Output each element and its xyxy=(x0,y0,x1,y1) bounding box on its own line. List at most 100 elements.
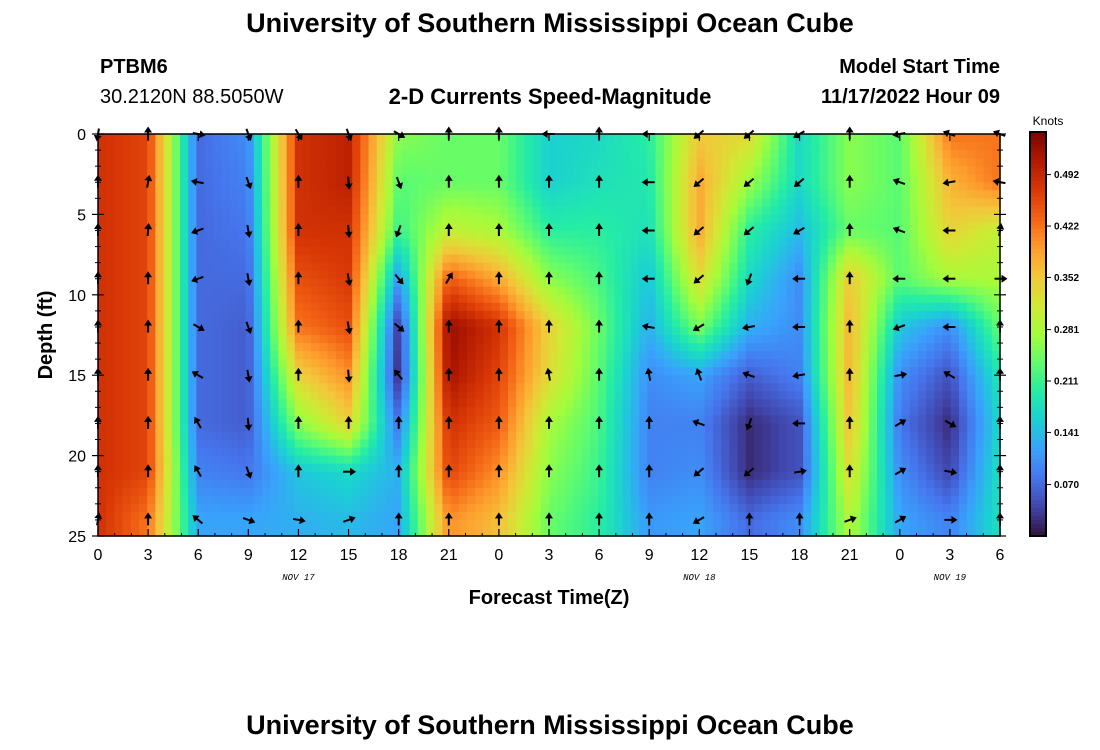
heatmap-cell xyxy=(147,479,156,489)
heatmap-cell xyxy=(221,238,230,248)
heatmap-cell xyxy=(852,359,862,368)
heatmap-cell xyxy=(147,391,156,400)
heatmap-cell xyxy=(803,174,812,183)
heatmap-cell xyxy=(401,431,411,441)
heatmap-cell xyxy=(352,471,361,481)
heatmap-cell xyxy=(491,407,501,416)
heatmap-cell xyxy=(122,367,132,376)
heatmap-cell xyxy=(565,359,575,368)
heatmap-cell xyxy=(631,519,640,529)
heatmap-cell xyxy=(516,278,525,288)
heatmap-cell xyxy=(491,230,501,240)
heatmap-cell xyxy=(573,463,583,473)
heatmap-cell xyxy=(885,318,894,328)
heatmap-cell xyxy=(581,198,591,207)
heatmap-cell xyxy=(253,158,263,167)
heatmap-cell xyxy=(721,431,730,441)
heatmap-cell xyxy=(778,487,788,497)
heatmap-cell xyxy=(622,222,632,232)
heatmap-cell xyxy=(729,479,739,489)
heatmap-cell xyxy=(819,335,829,344)
heatmap-cell xyxy=(130,367,140,376)
heatmap-cell xyxy=(663,447,673,457)
heatmap-cell xyxy=(573,182,583,191)
heatmap-cell xyxy=(885,214,894,224)
heatmap-cell xyxy=(540,294,550,304)
heatmap-cell xyxy=(598,455,607,465)
heatmap-cell xyxy=(294,407,304,416)
heatmap-cell xyxy=(631,399,640,408)
heatmap-cell xyxy=(901,479,911,489)
heatmap-cell xyxy=(819,246,829,256)
heatmap-cell xyxy=(631,286,640,296)
heatmap-cell xyxy=(303,190,312,199)
heatmap-cell xyxy=(467,391,476,400)
heatmap-cell xyxy=(827,471,837,481)
heatmap-cell xyxy=(688,431,698,441)
heatmap-cell xyxy=(196,511,206,521)
heatmap-cell xyxy=(844,302,853,312)
heatmap-cell xyxy=(376,166,386,175)
heatmap-cell xyxy=(803,343,812,352)
heatmap-cell xyxy=(106,495,115,505)
heatmap-cell xyxy=(278,511,288,521)
heatmap-cell xyxy=(868,270,878,280)
heatmap-cell xyxy=(647,423,657,433)
heatmap-cell xyxy=(467,142,476,151)
heatmap-cell xyxy=(713,343,722,352)
heatmap-cell xyxy=(155,383,165,392)
heatmap-cell xyxy=(434,439,443,449)
heatmap-cell xyxy=(614,214,624,224)
heatmap-cell xyxy=(499,335,509,344)
heatmap-cell xyxy=(385,335,394,344)
heatmap-cell xyxy=(590,471,599,481)
heatmap-cell xyxy=(196,310,206,320)
heatmap-cell xyxy=(368,511,378,521)
heatmap-cell xyxy=(188,439,197,449)
heatmap-cell xyxy=(778,190,788,199)
heatmap-cell xyxy=(278,262,288,272)
heatmap-cell xyxy=(663,286,673,296)
heatmap-cell xyxy=(385,286,394,296)
heatmap-cell xyxy=(467,527,476,537)
heatmap-cell xyxy=(319,294,329,304)
heatmap-cell xyxy=(573,407,583,416)
heatmap-cell xyxy=(852,310,862,320)
heatmap-cell xyxy=(237,527,247,537)
heatmap-cell xyxy=(745,286,755,296)
heatmap-cell xyxy=(795,367,804,376)
heatmap-cell xyxy=(450,254,460,264)
heatmap-cell xyxy=(827,519,837,529)
heatmap-cell xyxy=(139,270,148,280)
heatmap-cell xyxy=(499,294,509,304)
heatmap-cell xyxy=(639,222,648,232)
heatmap-cell xyxy=(458,310,468,320)
heatmap-cell xyxy=(376,182,386,191)
heatmap-cell xyxy=(409,246,419,256)
heatmap-cell xyxy=(516,206,525,215)
heatmap-cell xyxy=(294,190,304,199)
heatmap-cell xyxy=(565,455,575,465)
heatmap-cell xyxy=(786,150,796,159)
heatmap-cell xyxy=(130,262,140,272)
heatmap-cell xyxy=(622,190,632,199)
heatmap-cell xyxy=(672,302,681,312)
heatmap-cell xyxy=(286,302,296,312)
heatmap-cell xyxy=(286,182,296,191)
heatmap-cell xyxy=(860,222,870,232)
heatmap-cell xyxy=(754,367,763,376)
heatmap-cell xyxy=(434,415,443,425)
heatmap-cell xyxy=(311,142,320,151)
heatmap-cell xyxy=(270,158,279,167)
heatmap-cell xyxy=(836,174,845,183)
heatmap-cell xyxy=(860,359,870,368)
heatmap-cell xyxy=(565,447,575,457)
heatmap-cell xyxy=(204,262,214,272)
heatmap-cell xyxy=(532,158,542,167)
heatmap-cell xyxy=(426,335,435,344)
heatmap-cell xyxy=(180,447,189,457)
heatmap-cell xyxy=(836,198,845,207)
heatmap-cell xyxy=(647,166,657,175)
heatmap-cell xyxy=(245,351,255,360)
heatmap-cell xyxy=(631,206,640,215)
